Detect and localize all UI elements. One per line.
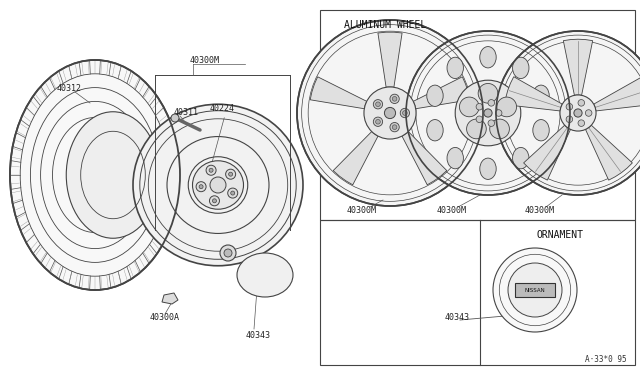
- Circle shape: [493, 248, 577, 332]
- Circle shape: [403, 111, 407, 115]
- Circle shape: [406, 31, 570, 195]
- Circle shape: [220, 245, 236, 261]
- Circle shape: [228, 188, 237, 198]
- Polygon shape: [310, 77, 367, 109]
- Ellipse shape: [513, 57, 529, 78]
- Circle shape: [488, 100, 495, 106]
- Text: 40343: 40343: [246, 330, 271, 340]
- Ellipse shape: [447, 57, 463, 78]
- Text: 40300M: 40300M: [437, 205, 467, 215]
- Circle shape: [392, 125, 397, 129]
- Polygon shape: [563, 39, 593, 95]
- Bar: [515, 283, 556, 298]
- Polygon shape: [505, 77, 563, 111]
- Circle shape: [495, 110, 502, 116]
- Circle shape: [560, 95, 596, 131]
- Text: 40311: 40311: [174, 108, 199, 116]
- Circle shape: [400, 108, 410, 118]
- Ellipse shape: [513, 147, 529, 169]
- Circle shape: [228, 172, 232, 176]
- Circle shape: [578, 100, 584, 106]
- Circle shape: [199, 185, 203, 189]
- Ellipse shape: [10, 60, 180, 290]
- Circle shape: [455, 80, 521, 146]
- Circle shape: [392, 96, 397, 101]
- Bar: [320, 10, 635, 220]
- Circle shape: [297, 20, 483, 206]
- Circle shape: [373, 100, 383, 109]
- Polygon shape: [333, 132, 378, 185]
- Circle shape: [206, 165, 216, 175]
- Polygon shape: [594, 77, 640, 111]
- Circle shape: [574, 109, 582, 117]
- Text: NISSAN: NISSAN: [525, 288, 545, 292]
- Circle shape: [467, 119, 486, 139]
- Ellipse shape: [133, 104, 303, 266]
- Text: ALUMINUM WHEEL: ALUMINUM WHEEL: [344, 20, 426, 30]
- Polygon shape: [402, 132, 447, 185]
- Circle shape: [496, 31, 640, 195]
- Text: 40300M: 40300M: [347, 205, 377, 215]
- Ellipse shape: [533, 119, 549, 141]
- Polygon shape: [524, 125, 570, 180]
- Circle shape: [508, 263, 562, 317]
- Polygon shape: [162, 293, 178, 304]
- Circle shape: [484, 109, 492, 117]
- Circle shape: [364, 87, 416, 139]
- Text: ORNAMENT: ORNAMENT: [536, 230, 584, 240]
- Ellipse shape: [193, 161, 243, 209]
- Circle shape: [578, 120, 584, 126]
- Polygon shape: [378, 32, 402, 87]
- Polygon shape: [413, 77, 470, 109]
- Circle shape: [476, 103, 483, 110]
- Circle shape: [171, 114, 179, 122]
- Circle shape: [373, 117, 383, 126]
- Circle shape: [209, 196, 220, 206]
- Circle shape: [566, 116, 573, 122]
- Circle shape: [488, 120, 495, 126]
- Ellipse shape: [480, 158, 496, 179]
- Circle shape: [497, 97, 516, 117]
- Text: 40312: 40312: [57, 83, 82, 93]
- Text: 40300M: 40300M: [525, 205, 555, 215]
- Polygon shape: [586, 125, 632, 180]
- Circle shape: [376, 119, 380, 124]
- Circle shape: [586, 110, 592, 116]
- Text: 40343: 40343: [445, 314, 470, 323]
- Ellipse shape: [447, 147, 463, 169]
- Circle shape: [224, 249, 232, 257]
- Circle shape: [566, 103, 573, 110]
- Circle shape: [231, 191, 235, 195]
- Circle shape: [476, 116, 483, 122]
- Ellipse shape: [533, 85, 549, 106]
- Circle shape: [385, 108, 396, 119]
- Ellipse shape: [427, 119, 443, 141]
- Text: 40300M: 40300M: [190, 55, 220, 64]
- Ellipse shape: [480, 46, 496, 68]
- Circle shape: [226, 169, 236, 179]
- Bar: [320, 220, 635, 365]
- Circle shape: [376, 102, 380, 107]
- Ellipse shape: [67, 112, 160, 238]
- Text: 40300A: 40300A: [150, 314, 180, 323]
- Circle shape: [390, 94, 399, 103]
- Circle shape: [490, 119, 509, 139]
- Ellipse shape: [237, 253, 293, 297]
- Circle shape: [210, 177, 226, 193]
- Text: 40224: 40224: [210, 103, 235, 112]
- Ellipse shape: [427, 85, 443, 106]
- Circle shape: [390, 122, 399, 132]
- Circle shape: [209, 168, 213, 172]
- Circle shape: [460, 97, 479, 117]
- Circle shape: [478, 83, 498, 103]
- Circle shape: [212, 199, 216, 203]
- Circle shape: [196, 182, 206, 192]
- Text: A·33*0 95: A·33*0 95: [586, 356, 627, 365]
